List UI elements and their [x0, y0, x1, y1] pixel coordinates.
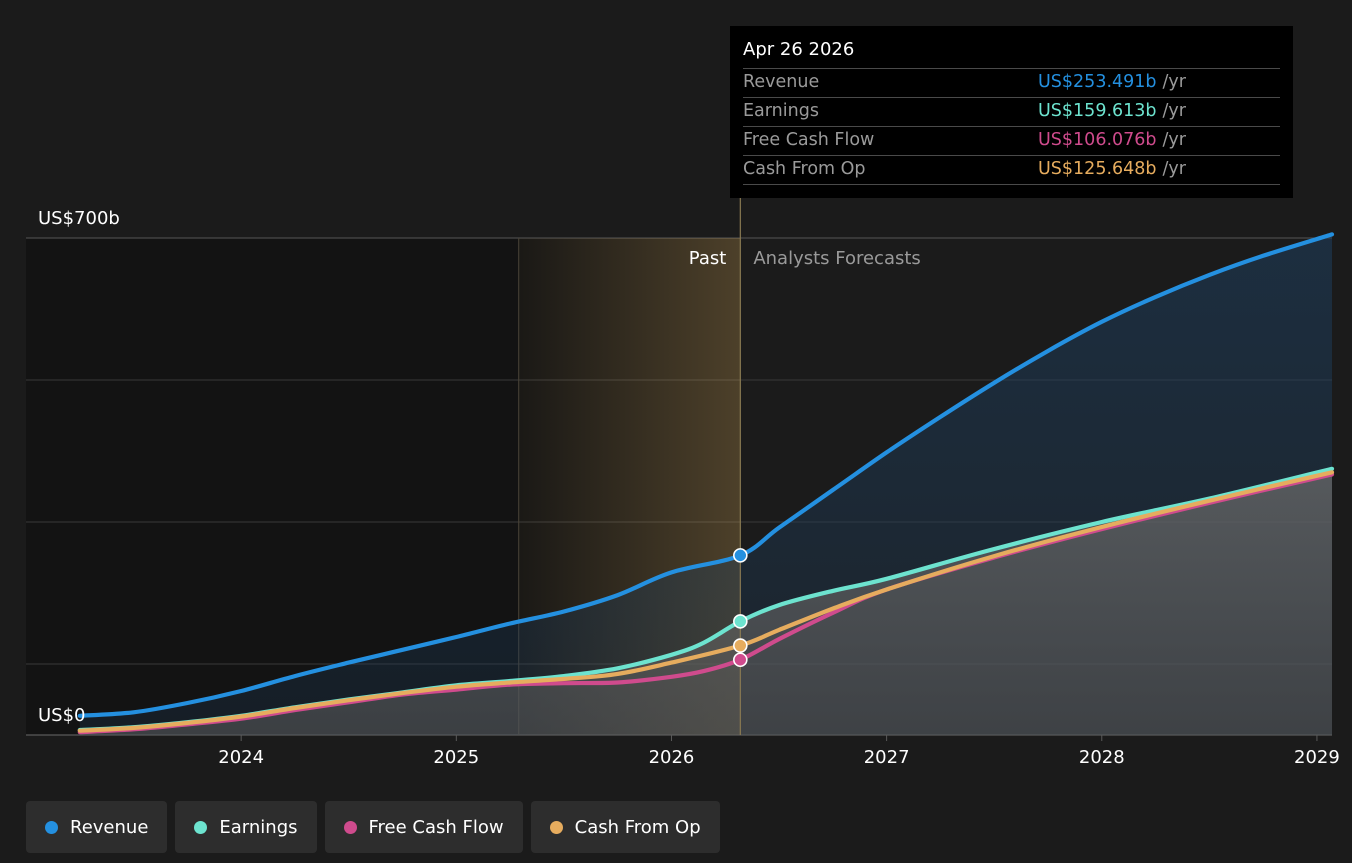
lower-area — [79, 468, 1333, 735]
past-label: Past — [689, 248, 727, 269]
earnings-dot-icon — [194, 820, 208, 834]
tooltip-value: US$106.076b — [1038, 130, 1157, 150]
legend-label: Earnings — [219, 816, 298, 838]
chart-canvas: US$700b US$0 Past Analysts Forecasts 202… — [26, 198, 1340, 768]
x-tick-label: 2026 — [649, 747, 695, 768]
cash-from-op-line — [77, 470, 1335, 733]
tooltip-row-cash-from-op: Cash From Op US$125.648b /yr — [743, 156, 1280, 185]
forecast-label: Analysts Forecasts — [753, 248, 920, 269]
tooltip-row-revenue: Revenue US$253.491b /yr — [743, 69, 1280, 98]
tooltip-value: US$159.613b — [1038, 101, 1157, 121]
x-tick-label: 2027 — [864, 747, 910, 768]
x-tick-label: 2024 — [218, 747, 264, 768]
tooltip-value: US$253.491b — [1038, 72, 1157, 92]
tooltip-unit: /yr — [1162, 72, 1186, 92]
legend-label: Free Cash Flow — [368, 816, 504, 838]
tooltip-unit: /yr — [1162, 130, 1186, 150]
tooltip-value: US$125.648b — [1038, 159, 1157, 179]
tooltip-unit: /yr — [1162, 159, 1186, 179]
legend-item-cash-from-op[interactable]: Cash From Op — [530, 801, 720, 853]
revenue-dot-icon — [45, 820, 58, 834]
legend-label: Cash From Op — [574, 816, 701, 838]
legend-item-free-cash-flow[interactable]: Free Cash Flow — [324, 801, 523, 853]
tooltip-row-earnings: Earnings US$159.613b /yr — [743, 98, 1280, 127]
free-cash-flow-dot-icon — [343, 820, 357, 834]
x-tick-label: 2025 — [433, 747, 479, 768]
free-cash-flow-marker — [733, 652, 748, 668]
legend-item-earnings[interactable]: Earnings — [175, 801, 317, 853]
y-axis-bottom-label: US$0 — [38, 705, 86, 726]
x-tick-label: 2028 — [1079, 747, 1125, 768]
revenue-line — [77, 232, 1335, 718]
tooltip-label: Cash From Op — [743, 159, 866, 179]
cash-from-op-marker — [733, 638, 748, 653]
legend-item-revenue[interactable]: Revenue — [26, 801, 168, 853]
earnings-marker — [733, 614, 748, 629]
tooltip-label: Revenue — [743, 72, 820, 92]
tooltip-date: Apr 26 2026 — [743, 38, 1280, 69]
legend-label: Revenue — [70, 816, 149, 838]
chart-legend: Revenue Earnings Free Cash Flow Cash Fro… — [26, 801, 720, 853]
revenue-marker — [733, 548, 748, 563]
series-lines — [77, 232, 1335, 735]
y-axis-top-label: US$700b — [38, 208, 120, 229]
hover-markers — [733, 548, 748, 668]
tooltip-row-free-cash-flow: Free Cash Flow US$106.076b /yr — [743, 127, 1280, 156]
x-axis-ticks: 2024 2025 2026 2027 2028 2029 — [218, 735, 1340, 768]
cash-from-op-dot-icon — [549, 820, 563, 834]
tooltip-label: Earnings — [743, 101, 819, 121]
tooltip-label: Free Cash Flow — [743, 130, 875, 150]
tooltip-unit: /yr — [1162, 101, 1186, 121]
hover-tooltip: Apr 26 2026 Revenue US$253.491b /yr Earn… — [730, 26, 1293, 198]
x-tick-label: 2029 — [1294, 747, 1340, 768]
